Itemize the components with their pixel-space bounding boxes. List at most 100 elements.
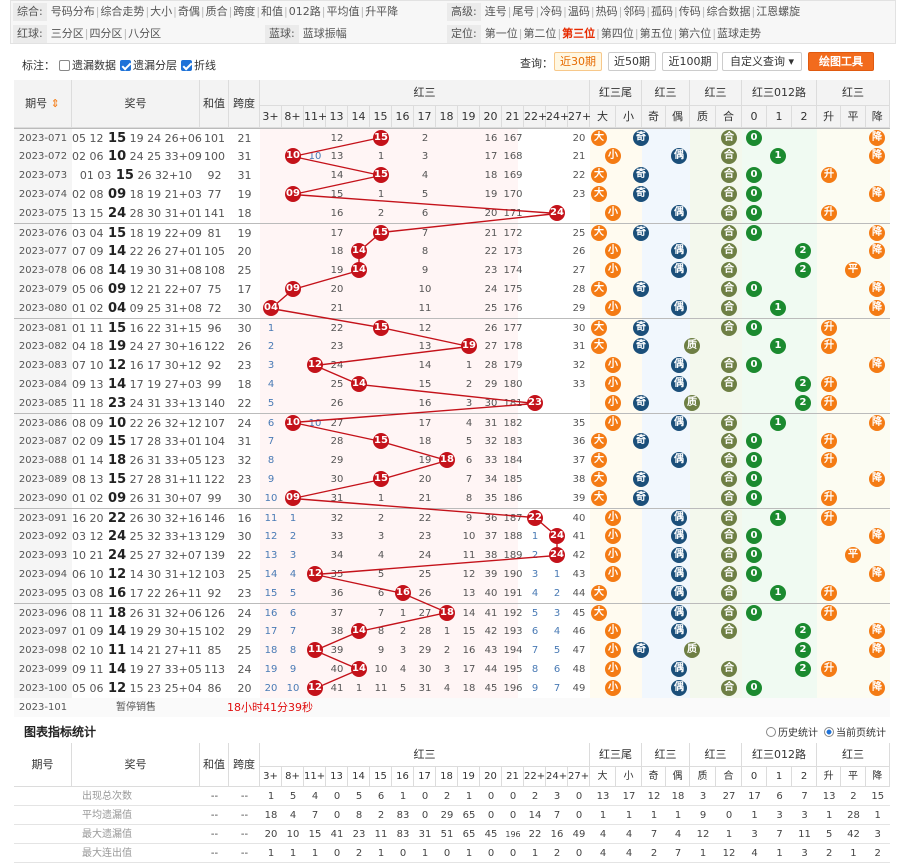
miss-cell: 18 (330, 246, 344, 257)
nav-link[interactable]: 江恩螺旋 (756, 5, 801, 18)
number-digit: 31 (161, 207, 179, 220)
red-sub-header: 18 (436, 106, 458, 128)
miss-cell: 12 (418, 323, 432, 334)
nav-link[interactable]: 质合 (205, 5, 228, 18)
period-cell: 2023-099 (14, 660, 72, 679)
cell-bg (642, 129, 690, 148)
query-button[interactable]: 近100期 (662, 52, 718, 71)
period-cell: 2023-075 (14, 204, 72, 223)
checkbox[interactable] (59, 60, 70, 71)
nav-link[interactable]: 平均值 (326, 5, 360, 18)
nav-link[interactable]: 连号 (484, 5, 507, 18)
number-digit: 24 (103, 206, 127, 221)
stats-value: 7 (776, 829, 783, 840)
period-cell: 2023-097 (14, 622, 72, 641)
nav-link[interactable]: 蓝球走势 (717, 27, 762, 40)
nav-link[interactable]: 升平降 (365, 5, 399, 18)
stats-value: 0 (487, 848, 495, 859)
route-ball: 0 (746, 433, 762, 449)
nav-link[interactable]: 综合走势 (100, 5, 145, 18)
query-button[interactable]: 近30期 (554, 52, 602, 71)
miss-cell: 41 (572, 531, 586, 542)
nav-link[interactable]: 012路 (288, 5, 321, 18)
miss-cell: 39 (572, 493, 586, 504)
red-ball: 18 (439, 452, 455, 468)
span-cell: 23 (237, 359, 252, 372)
nav-link[interactable]: 温码 (567, 5, 590, 18)
miss-cell: 1 (355, 683, 363, 694)
nav-link[interactable]: 孤码 (651, 5, 674, 18)
route-ball: 2 (795, 395, 811, 411)
blue-digit: +05 (178, 454, 202, 467)
nav-link[interactable]: 四分区 (89, 27, 123, 40)
radio[interactable] (824, 727, 834, 737)
oe-ball: 偶 (671, 661, 687, 677)
span-cell: 25 (237, 264, 252, 277)
stats-value: 13 (596, 791, 610, 802)
miss-cell: 8 (267, 455, 275, 466)
route-ball: 0 (746, 205, 762, 221)
nav-link[interactable]: 综合数据 (706, 5, 751, 18)
nav-link[interactable]: 和值 (261, 5, 284, 18)
number-digit: 06 (72, 568, 86, 581)
period-cell: 2023-082 (14, 337, 72, 356)
miss-cell: 1 (531, 531, 539, 542)
nav-link[interactable]: 邻码 (623, 5, 646, 18)
stats-value: 1 (599, 810, 607, 821)
number-cell: 05 06 12 15 23 25+04 (72, 679, 202, 698)
nav-link[interactable]: 三分区 (50, 27, 84, 40)
nav-link[interactable]: 热码 (595, 5, 618, 18)
number-digit: 31 (161, 322, 179, 335)
nav-link[interactable]: 第五位 (639, 27, 673, 40)
stats-value: 0 (333, 791, 341, 802)
query-button[interactable]: 自定义查询 ▾ (722, 52, 802, 71)
miss-cell: 6 (531, 626, 539, 637)
nav-separator: | (535, 5, 540, 18)
stats-value: 2 (650, 848, 658, 859)
nav-link[interactable]: 冷码 (540, 5, 563, 18)
miss-cell: 15 (330, 189, 344, 200)
number-digit: 19 (143, 227, 162, 240)
nav-link[interactable]: 号码分布 (50, 5, 95, 18)
nav-link[interactable]: 传码 (678, 5, 701, 18)
number-cell: 04 18 19 24 27 30+16 (72, 337, 202, 356)
draw-tool-button[interactable]: 绘图工具 (808, 52, 874, 71)
nav-separator: | (256, 5, 261, 18)
sort-icon[interactable]: ⇕ (47, 97, 60, 110)
miss-cell: 2 (267, 341, 275, 352)
nav-link[interactable]: 八分区 (128, 27, 162, 40)
pc-ball: 合 (721, 320, 737, 336)
nav-link[interactable]: 第六位 (678, 27, 712, 40)
blue-digit: +11 (178, 587, 202, 600)
nav-link[interactable]: 第三位 (562, 27, 596, 40)
nav-link[interactable]: 蓝球振幅 (302, 27, 347, 40)
blue-digit: +03 (178, 378, 202, 391)
miss-cell: 34 (484, 474, 498, 485)
miss-cell: 184 (503, 455, 523, 466)
nav-link[interactable]: 第一位 (484, 27, 518, 40)
nav-link[interactable]: 跨度 (233, 5, 256, 18)
number-digit: 28 (126, 207, 144, 220)
number-digit: 32 (151, 169, 169, 182)
miss-cell: 26 (484, 323, 498, 334)
number-digit: 30 (161, 340, 179, 353)
miss-cell: 4 (377, 550, 385, 561)
number-digit: 33 (161, 663, 179, 676)
checkbox[interactable] (181, 60, 192, 71)
nav-link[interactable]: 第二位 (523, 27, 557, 40)
nav-link[interactable]: 第四位 (600, 27, 634, 40)
nav-link[interactable]: 大小 (150, 5, 173, 18)
nav-link[interactable]: 奇偶 (177, 5, 200, 18)
miss-cell: 40 (572, 513, 586, 524)
query-button[interactable]: 近50期 (608, 52, 656, 71)
checkbox[interactable] (120, 60, 131, 71)
radio[interactable] (766, 727, 776, 737)
stats-value: 1 (465, 791, 473, 802)
sum-cell: 108 (204, 264, 225, 277)
trend-ball: 升 (821, 376, 837, 392)
nav-link[interactable]: 尾号 (512, 5, 535, 18)
number-digit: 13 (86, 473, 104, 486)
number-digit: 18 (86, 340, 104, 353)
span-cell: 24 (237, 607, 252, 620)
